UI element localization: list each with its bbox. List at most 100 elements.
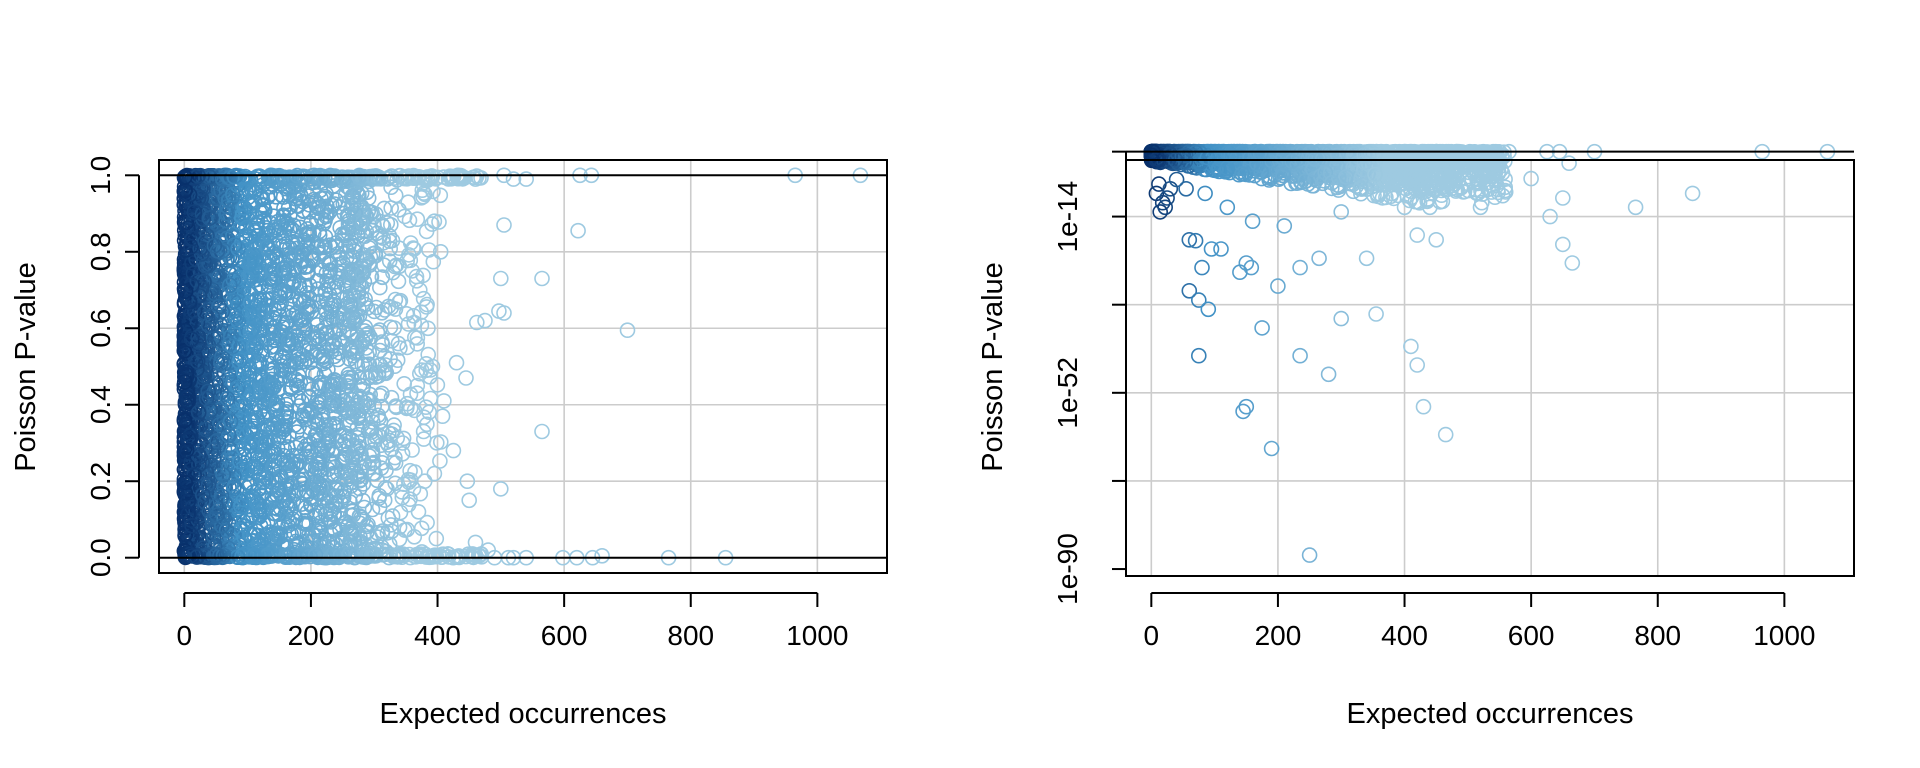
left-point	[310, 452, 326, 468]
left-point	[219, 205, 235, 222]
left-point	[434, 408, 451, 425]
left-point	[280, 332, 297, 349]
left-point	[386, 320, 403, 336]
left-point	[343, 200, 359, 216]
left-point	[409, 377, 426, 394]
left-point	[296, 169, 313, 185]
left-point	[381, 253, 398, 269]
left-point	[349, 271, 366, 287]
left-point	[348, 215, 365, 231]
left-point	[236, 423, 252, 440]
left-point	[205, 330, 222, 347]
left-point	[218, 522, 235, 539]
left-point	[351, 426, 367, 443]
left-point	[340, 366, 357, 383]
left-point	[271, 288, 287, 304]
left-point	[364, 501, 381, 518]
left-point	[281, 461, 298, 478]
left-point	[426, 213, 443, 229]
left-point	[327, 523, 343, 539]
left-point	[177, 283, 194, 300]
left-point	[381, 228, 398, 244]
left-point	[377, 479, 394, 496]
left-point	[309, 484, 325, 501]
left-point	[619, 322, 636, 339]
left-point	[280, 200, 297, 216]
left-point	[323, 514, 339, 530]
left-point	[180, 493, 196, 510]
left-point	[350, 410, 367, 427]
left-point	[204, 308, 220, 325]
left-point	[242, 422, 258, 438]
left-point	[232, 269, 249, 286]
left-point	[367, 465, 383, 482]
left-point	[297, 499, 314, 516]
left-point	[200, 383, 216, 400]
left-point	[293, 254, 310, 270]
left-point	[467, 534, 484, 551]
left-reference-lines	[159, 174, 887, 559]
left-point	[221, 371, 238, 388]
left-point	[255, 467, 272, 483]
left-point	[235, 364, 252, 380]
left-point	[206, 529, 222, 545]
left-point	[287, 439, 304, 456]
left-point	[392, 340, 408, 356]
left-point	[288, 315, 304, 332]
left-point	[341, 373, 358, 390]
left-y-tick-label: 1.0	[85, 156, 116, 195]
left-point	[374, 269, 391, 286]
left-point	[374, 525, 391, 542]
left-point	[230, 399, 247, 415]
left-point	[176, 169, 193, 185]
left-point	[299, 487, 315, 503]
left-point	[415, 290, 432, 307]
left-point	[183, 238, 199, 255]
left-point	[464, 546, 481, 562]
left-point	[394, 484, 410, 500]
left-point	[332, 548, 349, 564]
left-point	[372, 171, 389, 187]
left-point	[404, 442, 420, 458]
left-point	[371, 279, 388, 296]
left-point	[570, 222, 586, 239]
left-point	[289, 236, 306, 252]
left-x-axis: 0 200 400 600 800 1000	[177, 592, 849, 651]
left-point	[360, 516, 376, 533]
left-point	[223, 362, 239, 379]
left-point	[178, 442, 195, 459]
left-point	[417, 186, 433, 203]
left-point	[228, 204, 244, 221]
left-point	[255, 197, 271, 213]
left-y-axis: 0.00.20.40.60.81.0	[85, 156, 140, 577]
left-point	[246, 547, 262, 564]
left-point	[379, 481, 395, 497]
left-point	[409, 330, 426, 346]
left-point	[311, 462, 328, 479]
left-point	[242, 294, 259, 311]
left-point	[177, 474, 193, 491]
left-point	[371, 428, 388, 444]
left-point	[301, 548, 318, 565]
left-point	[406, 402, 423, 419]
left-point	[318, 489, 334, 506]
left-point	[257, 457, 273, 473]
left-point	[334, 169, 350, 185]
left-point	[392, 292, 409, 309]
left-y-tick-label: 0.0	[85, 538, 116, 577]
left-point	[468, 314, 485, 331]
right-grid	[1126, 150, 1854, 576]
left-point	[223, 328, 239, 345]
left-point	[424, 216, 440, 232]
left-point	[237, 398, 254, 415]
left-point	[391, 202, 407, 218]
left-point	[226, 168, 242, 185]
left-point	[448, 354, 465, 371]
left-point	[317, 435, 334, 452]
left-point	[201, 210, 218, 226]
left-point	[222, 277, 238, 294]
left-point	[222, 413, 239, 430]
left-point	[307, 427, 324, 444]
left-point	[182, 427, 199, 444]
left-point	[394, 435, 411, 451]
